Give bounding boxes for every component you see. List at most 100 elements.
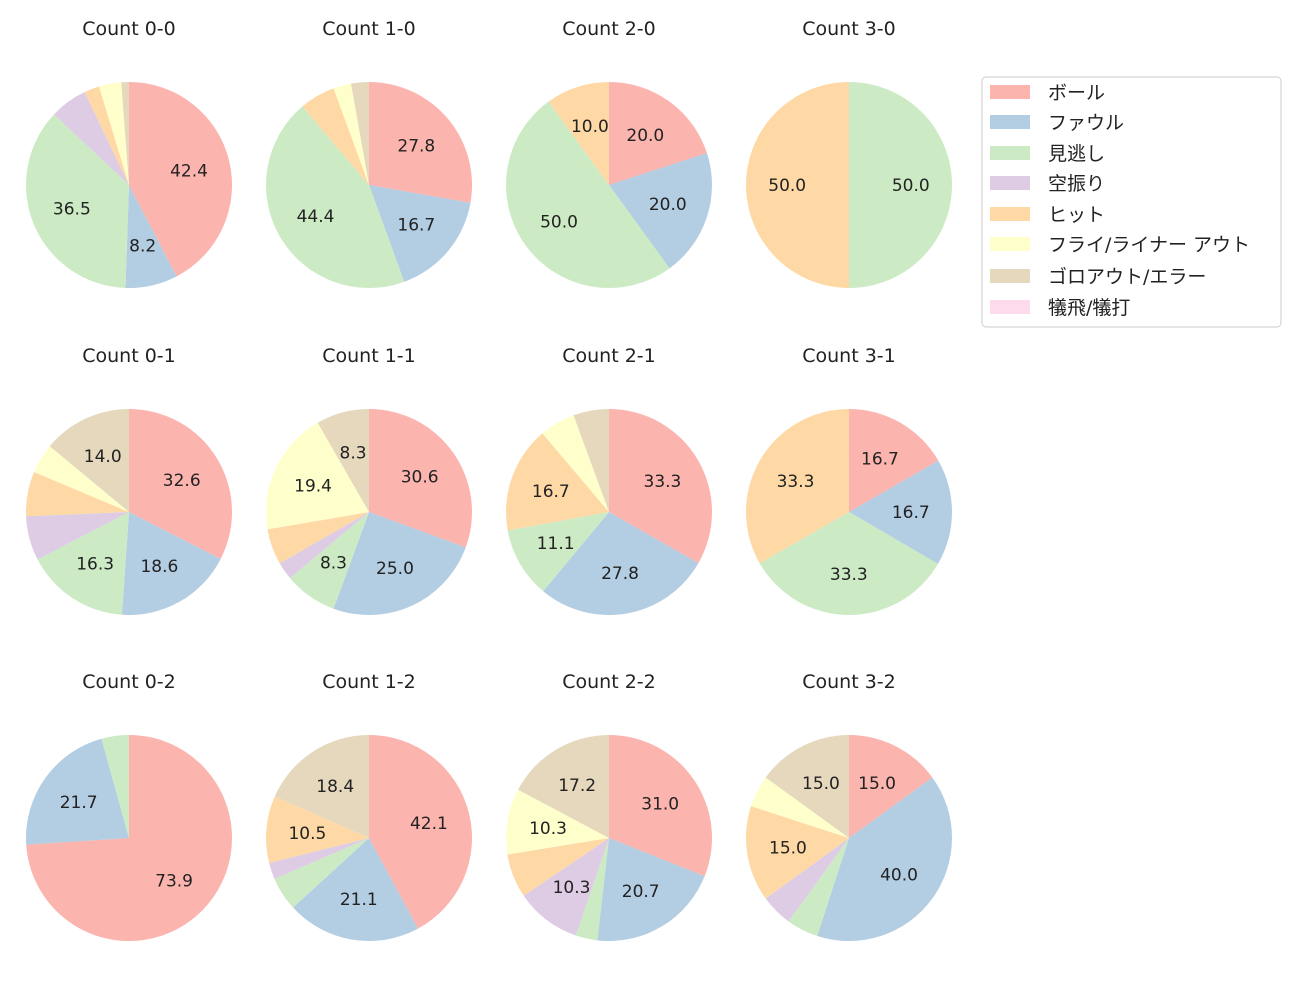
slice-label: 33.3 bbox=[830, 565, 868, 585]
slice-5 bbox=[266, 422, 369, 530]
slice-5 bbox=[751, 777, 849, 838]
slice-4 bbox=[746, 82, 849, 288]
slice-1 bbox=[293, 838, 419, 941]
slice-0 bbox=[369, 82, 472, 203]
legend-label: ヒット bbox=[1048, 204, 1105, 226]
slice-1 bbox=[849, 460, 952, 564]
slice-label: 10.5 bbox=[288, 824, 326, 844]
slice-4 bbox=[506, 433, 609, 531]
pie-title: Count 1-2 bbox=[322, 671, 416, 693]
pie-count-3-1: Count 3-1 16.7 16.7 33.3 33.3 bbox=[745, 345, 952, 615]
legend-label: フライ/ライナー アウト bbox=[1048, 234, 1250, 256]
slice-label: 33.3 bbox=[777, 472, 815, 492]
slice-6 bbox=[121, 82, 129, 185]
slice-4 bbox=[745, 409, 849, 564]
slice-2 bbox=[274, 838, 369, 908]
slice-0 bbox=[609, 735, 712, 877]
slice-2 bbox=[265, 106, 405, 289]
slice-3 bbox=[53, 92, 129, 185]
slice-6 bbox=[350, 82, 369, 185]
slice-label: 36.5 bbox=[53, 200, 91, 220]
pie-title: Count 1-1 bbox=[322, 345, 416, 367]
pie-count-2-2: Count 2-2 31.0 20.7 10.3 10.3 17.2 bbox=[506, 671, 712, 941]
slice-2 bbox=[290, 512, 369, 609]
slice-3 bbox=[523, 838, 609, 936]
legend-label: ファウル bbox=[1048, 112, 1124, 134]
legend-label: ボール bbox=[1048, 82, 1105, 104]
legend-swatch bbox=[990, 269, 1030, 283]
slice-1 bbox=[333, 512, 466, 615]
slice-4 bbox=[84, 86, 129, 185]
slice-5 bbox=[506, 789, 609, 855]
slice-label: 10.0 bbox=[571, 117, 609, 137]
pie-title: Count 2-1 bbox=[562, 345, 656, 367]
slice-5 bbox=[99, 82, 129, 185]
slice-label: 19.4 bbox=[294, 477, 332, 497]
slice-5 bbox=[34, 446, 130, 512]
slice-3 bbox=[765, 838, 849, 922]
slice-2 bbox=[26, 114, 130, 288]
legend-swatch bbox=[990, 85, 1030, 99]
slice-4 bbox=[507, 838, 609, 896]
pie-count-2-1: Count 2-1 33.3 27.8 11.1 16.7 bbox=[506, 345, 712, 615]
slice-2 bbox=[849, 82, 952, 288]
pie-title: Count 3-2 bbox=[802, 671, 896, 693]
pie-title: Count 0-0 bbox=[82, 18, 176, 40]
slice-2 bbox=[506, 101, 670, 288]
legend-label: ゴロアウト/エラー bbox=[1048, 266, 1206, 288]
slice-label: 8.3 bbox=[340, 443, 367, 463]
slice-6 bbox=[518, 735, 609, 838]
slice-label: 50.0 bbox=[540, 212, 578, 232]
slice-1 bbox=[609, 153, 712, 269]
pie-title: Count 2-2 bbox=[562, 671, 656, 693]
slice-label: 16.3 bbox=[76, 555, 114, 575]
legend-swatch bbox=[990, 207, 1030, 221]
slice-3 bbox=[279, 512, 369, 579]
slice-4 bbox=[746, 806, 849, 899]
slice-6 bbox=[49, 409, 129, 512]
slice-1 bbox=[543, 512, 699, 615]
pie-count-1-2: Count 1-2 42.1 21.1 10.5 18.4 bbox=[266, 671, 472, 941]
slice-label: 42.4 bbox=[170, 161, 208, 181]
pie-count-2-0: Count 2-0 20.0 20.0 50.0 10.0 bbox=[506, 18, 712, 288]
slice-label: 30.6 bbox=[401, 468, 439, 488]
slice-1 bbox=[26, 738, 129, 845]
slice-0 bbox=[849, 735, 933, 838]
pie-title: Count 2-0 bbox=[562, 18, 656, 40]
slice-label: 21.1 bbox=[340, 890, 378, 910]
slice-label: 18.6 bbox=[140, 557, 178, 577]
slice-2 bbox=[101, 735, 129, 838]
slice-label: 14.0 bbox=[84, 447, 122, 467]
slice-0 bbox=[369, 735, 472, 929]
slice-label: 25.0 bbox=[376, 559, 414, 579]
slice-4 bbox=[548, 82, 609, 185]
slice-2 bbox=[759, 512, 938, 615]
slice-0 bbox=[129, 82, 233, 277]
pie-count-0-0: Count 0-0 42.4 8.2 36.5 bbox=[26, 18, 233, 288]
slice-label: 16.7 bbox=[532, 482, 570, 502]
slice-label: 15.0 bbox=[802, 774, 840, 794]
slice-label: 32.6 bbox=[163, 471, 201, 491]
slice-2 bbox=[507, 512, 609, 592]
pie-title: Count 1-0 bbox=[322, 18, 416, 40]
pie-count-3-2: Count 3-2 15.0 40.0 15.0 15.0 bbox=[746, 671, 952, 941]
slice-label: 73.9 bbox=[155, 871, 193, 891]
pie-title: Count 3-0 bbox=[802, 18, 896, 40]
slice-0 bbox=[849, 409, 939, 512]
slice-label: 20.0 bbox=[649, 195, 687, 215]
legend-label: 犠飛/犠打 bbox=[1048, 297, 1130, 319]
legend-swatch bbox=[990, 146, 1030, 160]
slice-0 bbox=[609, 82, 707, 185]
slice-4 bbox=[302, 88, 369, 185]
legend-swatch bbox=[990, 176, 1030, 190]
pie-count-1-1: Count 1-1 30.6 25.0 8.3 19.4 8.3 bbox=[266, 345, 472, 615]
slice-6 bbox=[274, 735, 369, 838]
slice-label: 11.1 bbox=[537, 534, 575, 554]
slice-1 bbox=[597, 838, 705, 941]
pie-count-3-0: Count 3-0 50.0 50.0 bbox=[746, 18, 952, 288]
slice-label: 31.0 bbox=[641, 794, 679, 814]
slice-1 bbox=[817, 777, 952, 941]
slice-1 bbox=[369, 185, 471, 282]
